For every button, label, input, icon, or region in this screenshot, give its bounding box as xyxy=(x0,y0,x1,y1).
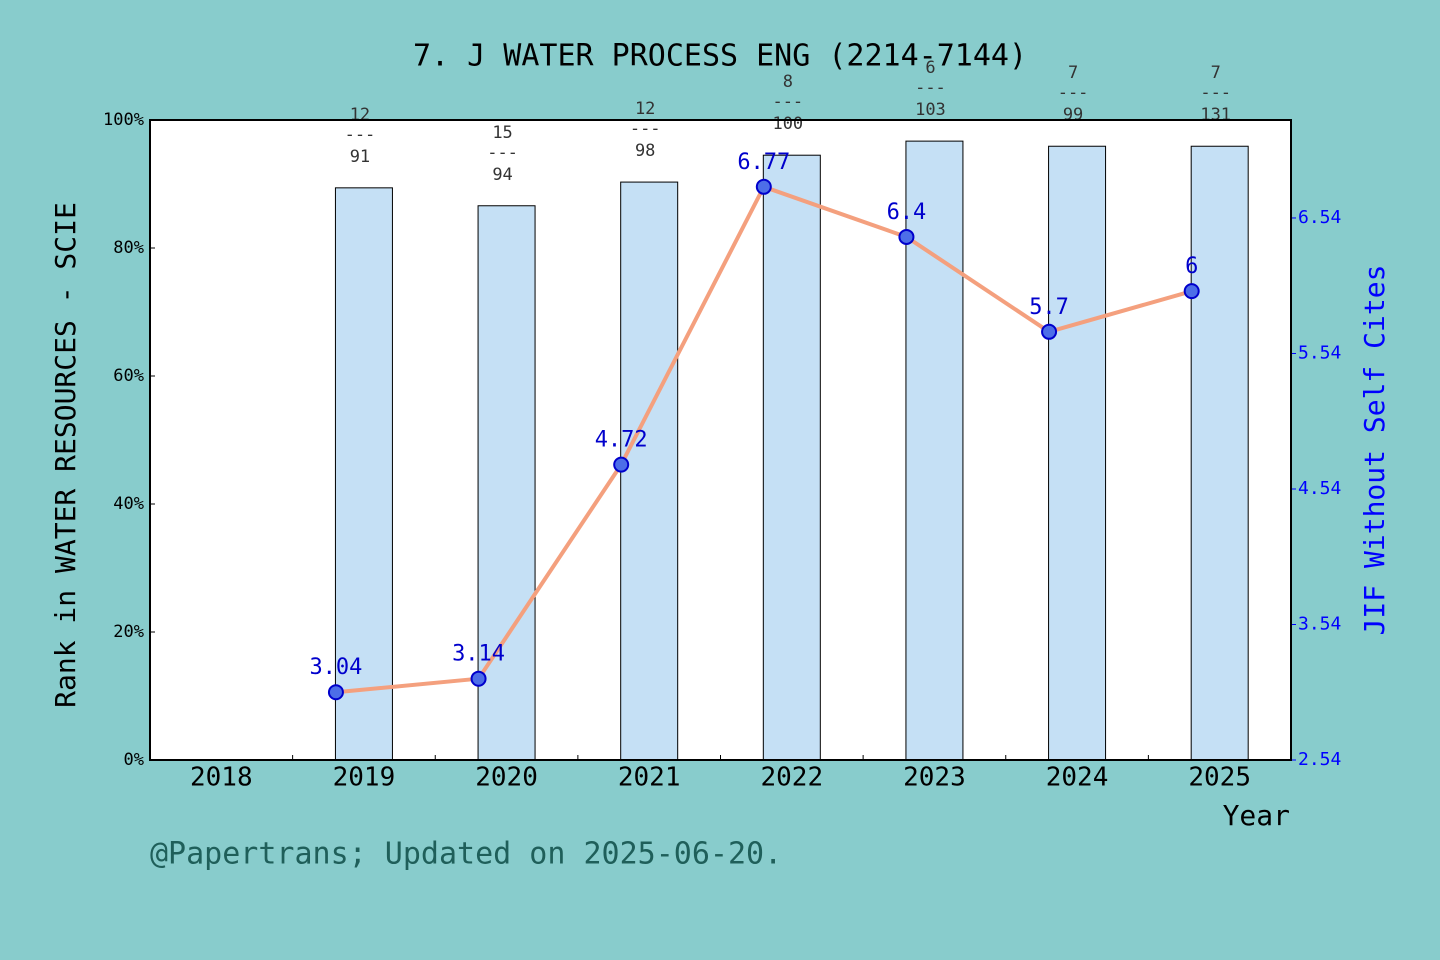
y-axis-label: Rank in WATER RESOURCES - SCIE xyxy=(49,202,82,708)
rank-total: 100 xyxy=(772,114,803,134)
rank-separator: --- xyxy=(772,92,803,112)
line-marker xyxy=(613,456,630,473)
rank-label: 7 xyxy=(1211,63,1221,83)
x-tick-label: 2024 xyxy=(1046,763,1109,793)
y2-tick-label: 2.54 xyxy=(1298,749,1341,770)
x-axis-label: Year xyxy=(1223,799,1290,832)
line-marker xyxy=(1183,283,1200,300)
bar xyxy=(905,140,964,761)
bar xyxy=(762,154,821,761)
rank-label: 6 xyxy=(925,58,935,78)
rank-separator: --- xyxy=(1200,83,1231,103)
bar xyxy=(477,205,536,761)
rank-total: 103 xyxy=(915,100,946,120)
rank-separator: --- xyxy=(915,78,946,98)
rank-label: 7 xyxy=(1068,63,1078,83)
y-tick-label: 20% xyxy=(113,622,144,642)
y2-axis-label: JIF Without Self Cites xyxy=(1358,265,1391,636)
y2-tick-label: 5.54 xyxy=(1298,342,1341,363)
data-label: 3.04 xyxy=(309,655,362,680)
rank-separator: --- xyxy=(345,125,376,145)
data-label: 3.14 xyxy=(452,642,505,667)
footer: @Papertrans; Updated on 2025-06-20. xyxy=(150,837,782,872)
plot: 0% 20% 40% 60% 80% 100% 2.54 3.54 4.54 5.54 6.54 20… xyxy=(103,58,1341,792)
data-label: 6.4 xyxy=(887,200,927,225)
rank-separator: --- xyxy=(1058,83,1089,103)
y2-tick-label: 3.54 xyxy=(1298,613,1341,634)
bar xyxy=(1190,145,1249,761)
y-tick-label: 80% xyxy=(113,238,144,258)
x-tick-label: 2022 xyxy=(761,763,824,793)
rank-total: 94 xyxy=(492,165,512,185)
plot-frame xyxy=(149,119,1292,761)
bar xyxy=(334,187,393,761)
rank-label: 15 xyxy=(492,123,512,143)
x-tick-label: 2020 xyxy=(475,763,538,793)
y-tick-label: 100% xyxy=(103,110,144,130)
chart-title: 7. J WATER PROCESS ENG (2214-7144) xyxy=(413,39,1027,74)
data-label: 6 xyxy=(1185,254,1198,279)
x-tick-label: 2025 xyxy=(1188,763,1251,793)
x-tick-label: 2021 xyxy=(618,763,681,793)
bar xyxy=(1048,145,1107,761)
bar xyxy=(620,181,679,761)
rank-total: 131 xyxy=(1200,105,1231,125)
data-label: 4.72 xyxy=(595,428,648,453)
x-tick-label: 2023 xyxy=(903,763,966,793)
y2-tick-label: 6.54 xyxy=(1298,207,1341,228)
line-marker xyxy=(755,178,772,195)
line-marker xyxy=(1041,323,1058,340)
rank-total: 99 xyxy=(1063,105,1083,125)
y-tick-label: 0% xyxy=(124,750,144,770)
line-marker xyxy=(898,228,915,245)
rank-label: 12 xyxy=(635,99,655,119)
rank-label: 8 xyxy=(783,72,793,92)
data-label: 6.77 xyxy=(737,150,790,175)
y2-tick-label: 4.54 xyxy=(1298,478,1341,499)
x-tick-label: 2019 xyxy=(333,763,396,793)
line-marker xyxy=(327,684,344,701)
line-marker xyxy=(470,670,487,687)
rank-total: 98 xyxy=(635,141,655,161)
rank-total: 91 xyxy=(350,147,370,167)
rank-separator: --- xyxy=(487,143,518,163)
y-tick-label: 40% xyxy=(113,494,144,514)
y-tick-label: 60% xyxy=(113,366,144,386)
x-tick-label: 2018 xyxy=(190,763,253,793)
data-label: 5.7 xyxy=(1029,295,1069,320)
rank-label: 12 xyxy=(350,105,370,125)
rank-separator: --- xyxy=(630,119,661,139)
